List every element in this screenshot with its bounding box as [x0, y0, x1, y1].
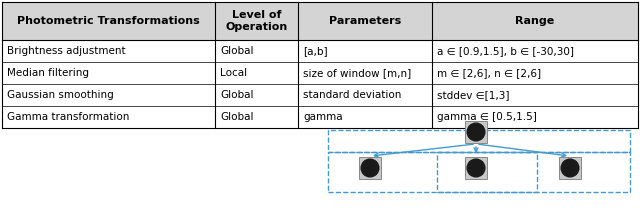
Bar: [2, 84, 638, 106]
Text: Global: Global: [220, 90, 253, 100]
Bar: [2, 2, 638, 40]
Text: stddev ∈[1,3]: stddev ∈[1,3]: [437, 90, 509, 100]
Text: Photometric Transformations: Photometric Transformations: [17, 16, 200, 26]
Text: Gamma transformation: Gamma transformation: [7, 112, 129, 122]
Text: a ∈ [0.9,1.5], b ∈ [-30,30]: a ∈ [0.9,1.5], b ∈ [-30,30]: [437, 46, 574, 56]
Text: size of window [m,n]: size of window [m,n]: [303, 68, 412, 78]
Text: Global: Global: [220, 112, 253, 122]
Text: [a,b]: [a,b]: [303, 46, 328, 56]
Circle shape: [561, 159, 579, 177]
Text: Level of
Operation: Level of Operation: [226, 10, 288, 32]
Text: Brightness adjustment: Brightness adjustment: [7, 46, 125, 56]
Bar: [328, 152, 630, 192]
Text: Range: Range: [515, 16, 555, 26]
Text: Median filtering: Median filtering: [7, 68, 89, 78]
FancyBboxPatch shape: [359, 157, 381, 179]
Circle shape: [361, 159, 379, 177]
FancyBboxPatch shape: [559, 157, 581, 179]
Circle shape: [467, 123, 485, 141]
Text: Local: Local: [220, 68, 247, 78]
Bar: [328, 130, 630, 152]
Text: Parameters: Parameters: [329, 16, 401, 26]
Bar: [2, 40, 638, 62]
FancyBboxPatch shape: [465, 157, 487, 179]
Text: gamma ∈ [0.5,1.5]: gamma ∈ [0.5,1.5]: [437, 112, 537, 122]
Text: Global: Global: [220, 46, 253, 56]
Text: gamma: gamma: [303, 112, 343, 122]
FancyBboxPatch shape: [465, 121, 487, 143]
Bar: [2, 106, 638, 128]
Bar: [2, 62, 638, 84]
Text: Gaussian smoothing: Gaussian smoothing: [7, 90, 114, 100]
Bar: [437, 152, 537, 192]
Circle shape: [467, 159, 485, 177]
Text: m ∈ [2,6], n ∈ [2,6]: m ∈ [2,6], n ∈ [2,6]: [437, 68, 541, 78]
Text: standard deviation: standard deviation: [303, 90, 402, 100]
